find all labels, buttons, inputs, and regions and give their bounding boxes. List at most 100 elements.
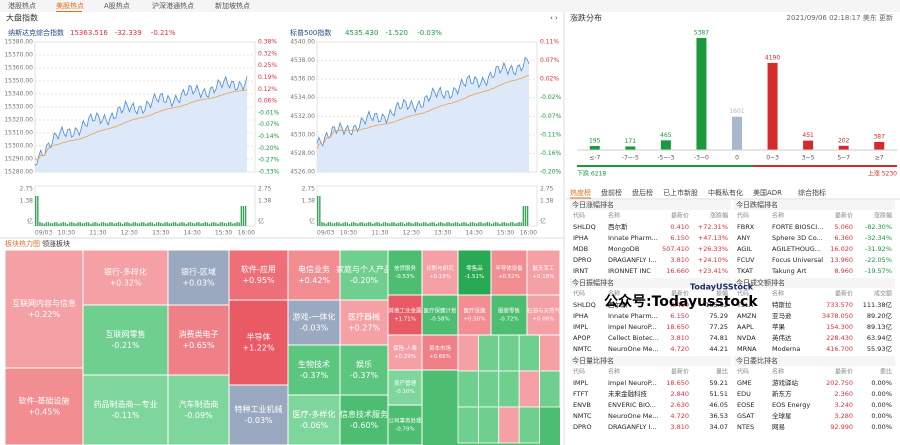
volume-bar [138,223,141,226]
table-cell[interactable]: FCUV [737,256,755,264]
table-cell[interactable]: NTES [737,423,754,431]
heatmap-tile[interactable] [167,304,230,376]
volume-bar [435,223,438,226]
heatmap-tile[interactable] [387,404,423,445]
heatmap-tile[interactable] [287,249,341,301]
table-cell[interactable]: FTFT [573,390,588,398]
table-cell[interactable]: DPRO [573,256,592,264]
heatmap-tile[interactable] [490,249,528,296]
column-header: 振幅 [716,290,728,298]
heatmap-tile[interactable] [339,299,389,346]
table-cell[interactable]: NMTC [573,412,592,420]
heatmap-tile[interactable] [387,334,423,371]
volume-bar [503,222,505,226]
rank-tab[interactable]: 已上市新股 [663,188,698,197]
heatmap-tile[interactable] [457,249,492,296]
table-cell[interactable]: AMZN [737,312,757,320]
volume-bar [507,223,510,226]
volume-bar [416,222,419,226]
time-label: 11:30 [89,230,106,237]
heatmap-tile[interactable] [421,334,459,371]
heatmap-tile[interactable] [490,294,528,336]
table-cell[interactable]: TKAT [736,267,753,275]
heatmap-title[interactable]: 板块热力图 [5,239,40,248]
table-cell[interactable]: IPHA [573,312,589,320]
table-cell: 0.410 [670,301,689,309]
table-cell[interactable]: EDU [737,390,751,398]
heatmap-tile[interactable] [457,294,492,336]
heatmap-tile[interactable] [387,294,423,336]
rank-tab[interactable]: 盘前榜 [601,188,622,197]
volume-bar [380,223,382,226]
heatmap-tile[interactable] [526,249,561,296]
top-tab[interactable]: 新加坡热点 [215,1,250,10]
volume-bar [338,222,340,226]
table-cell[interactable]: GME [737,379,752,387]
table-cell[interactable]: IMPL [573,379,588,387]
table-cell[interactable]: IRNT [573,267,588,275]
heatmap-tile[interactable] [82,304,169,376]
table-cell[interactable]: AAPL [737,323,754,331]
top-tab[interactable]: 沪深港通热点 [152,1,194,10]
heatmap-tile[interactable] [4,249,84,369]
volume-bar [217,223,219,226]
table-cell[interactable]: GSAT [737,412,754,420]
table-cell[interactable]: EOSE [737,401,754,409]
table-cell[interactable]: MRNA [737,345,757,353]
heatmap-subtitle[interactable]: 领涨板块 [42,239,70,248]
heatmap-tile[interactable] [82,374,169,445]
heatmap-tile[interactable] [421,294,459,336]
table-cell[interactable]: ENVB [573,401,591,409]
table-cell[interactable]: SHLDQ [573,301,596,309]
volume-bar [170,223,173,226]
volume-bar [331,223,334,226]
top-tab[interactable]: 港股热点 [8,1,36,10]
heatmap-tile[interactable] [421,249,459,296]
table-cell[interactable]: DPRO [573,423,592,431]
heatmap-tile[interactable] [526,294,561,336]
rank-tab[interactable]: 盘后榜 [632,188,653,197]
rank-tab[interactable]: 热度榜 [570,188,591,197]
heatmap-tile[interactable] [228,384,289,445]
table-cell[interactable]: APOP [573,334,590,342]
rank-tab[interactable]: 美国ADR [753,188,782,197]
heatmap-tile[interactable] [287,394,341,445]
table-cell[interactable]: NMTC [573,345,592,353]
table-cell[interactable]: ANY [737,234,750,242]
volume-frame [316,185,538,227]
nav-arrows[interactable]: ‹ › [550,14,558,22]
heatmap-tile[interactable] [167,249,230,306]
table-cell[interactable]: AGIL [737,245,752,253]
heatmap-tile[interactable] [167,374,230,445]
heatmap-tile[interactable] [287,344,341,396]
table-cell: 0.00% [871,412,892,420]
table-cell[interactable]: FBRX [737,223,755,231]
volume-bar [395,223,397,226]
volume-bar [200,223,202,226]
heatmap-tile[interactable] [228,299,289,386]
heatmap-tile[interactable] [387,369,423,406]
rank-tab[interactable]: 综合指标 [798,188,826,197]
heatmap-tile[interactable] [4,367,84,445]
volume-bar [448,222,450,226]
table-cell[interactable]: IMPL [573,323,588,331]
top-tab[interactable]: A股热点 [104,1,130,10]
rank-tab[interactable]: 中概私有化 [708,188,743,197]
top-tab[interactable]: 美股热点 [56,1,84,10]
heatmap-tile[interactable] [228,249,289,301]
table-cell[interactable]: SHLDQ [573,223,596,231]
volume-bar [71,222,73,226]
heatmap-tile[interactable] [339,394,389,445]
index-change: -32.339 [115,29,142,37]
table-cell[interactable]: TSLA [736,301,754,309]
volume-bar [350,222,353,226]
table-cell[interactable]: NVDA [737,334,756,342]
heatmap-tile[interactable] [339,344,389,396]
heatmap-tile[interactable] [387,249,423,296]
table-cell[interactable]: IPHA [573,234,589,242]
table-cell[interactable]: MDB [573,245,588,253]
heatmap-tile[interactable] [339,249,389,301]
heatmap-tile[interactable] [287,299,341,346]
heatmap-tile[interactable] [82,249,169,306]
